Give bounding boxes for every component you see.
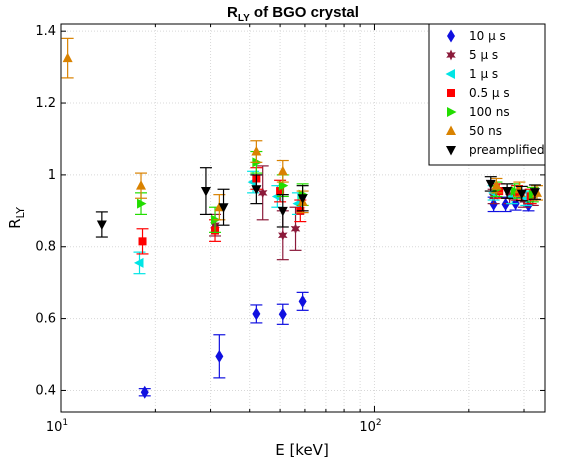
x-tick-label: 102 [359,418,381,435]
data-point [62,52,73,63]
data-point [519,194,529,206]
legend-label: preamplified [469,143,545,157]
x-tick-label: 101 [46,418,68,435]
y-tick-label: 1.2 [35,96,56,111]
data-point [136,180,147,190]
data-point [251,146,262,156]
y-tick-label: 0.8 [35,240,56,255]
data-point [200,187,211,197]
chart-title: RLY of BGO crystal [227,4,359,24]
legend-label: 50 ns [469,124,502,138]
legend-marker [447,89,455,97]
data-point [297,194,308,204]
legend-marker [446,146,456,156]
data-point [138,237,147,246]
data-point [290,223,301,235]
data-point [485,179,496,190]
y-tick-label: 0.4 [35,383,56,398]
legend-label: 1 μ s [469,67,498,81]
legend: 10 μ s 5 μ s 1 μ s 0.5 μ s 100 ns 50 ns preamp… [428,23,546,166]
legend-label: 100 ns [469,105,510,119]
legend-entry: 1 μ s [445,67,498,81]
data-point [529,188,540,198]
data-point [133,257,144,268]
legend-label: 5 μ s [469,48,498,62]
legend-entry: 50 ns [446,124,502,138]
data-point [140,385,149,399]
legend-marker [445,69,455,79]
legend-entry: 10 μ s [447,29,506,43]
legend-entry: 0.5 μ s [447,86,510,100]
data-point [501,197,510,211]
y-tick-label: 0.6 [35,312,56,327]
data-point [252,307,261,321]
data-point [278,307,287,321]
data-point [218,203,229,213]
legend-entry: preamplified [446,143,545,157]
data-point [257,187,268,199]
data-point [137,198,147,209]
data-point [251,185,262,195]
data-point [510,186,521,197]
data-point [292,198,302,209]
legend-marker [446,125,456,135]
legend-marker [447,107,457,117]
data-point [96,220,107,230]
legend-entry: 5 μ s [446,48,498,62]
series-6 [95,167,541,238]
data-point [298,294,307,308]
data-point [495,187,504,196]
data-point [277,206,288,217]
legend-label: 0.5 μ s [469,86,510,100]
legend-marker [446,49,456,61]
y-axis-label: RLY [6,207,27,229]
data-point [276,187,285,196]
plot-frame [60,23,546,413]
axis-ticks: 0.4 0.6 0.8 1 1.2 1.4 101 102 [35,24,545,435]
data-point [278,180,289,191]
legend-label: 10 μ s [469,29,506,43]
legend-marker [447,29,455,43]
y-tick-label: 1.4 [35,24,56,39]
x-axis-label: E [keV] [275,441,329,459]
y-tick-label: 1 [48,168,56,183]
data-point [278,229,288,241]
data-marks [61,37,543,399]
data-point [502,187,513,197]
data-point [277,165,288,176]
data-point [215,349,224,363]
data-point [489,197,498,211]
data-point [491,180,502,190]
data-point [516,189,527,200]
legend-entry: 100 ns [447,105,510,119]
